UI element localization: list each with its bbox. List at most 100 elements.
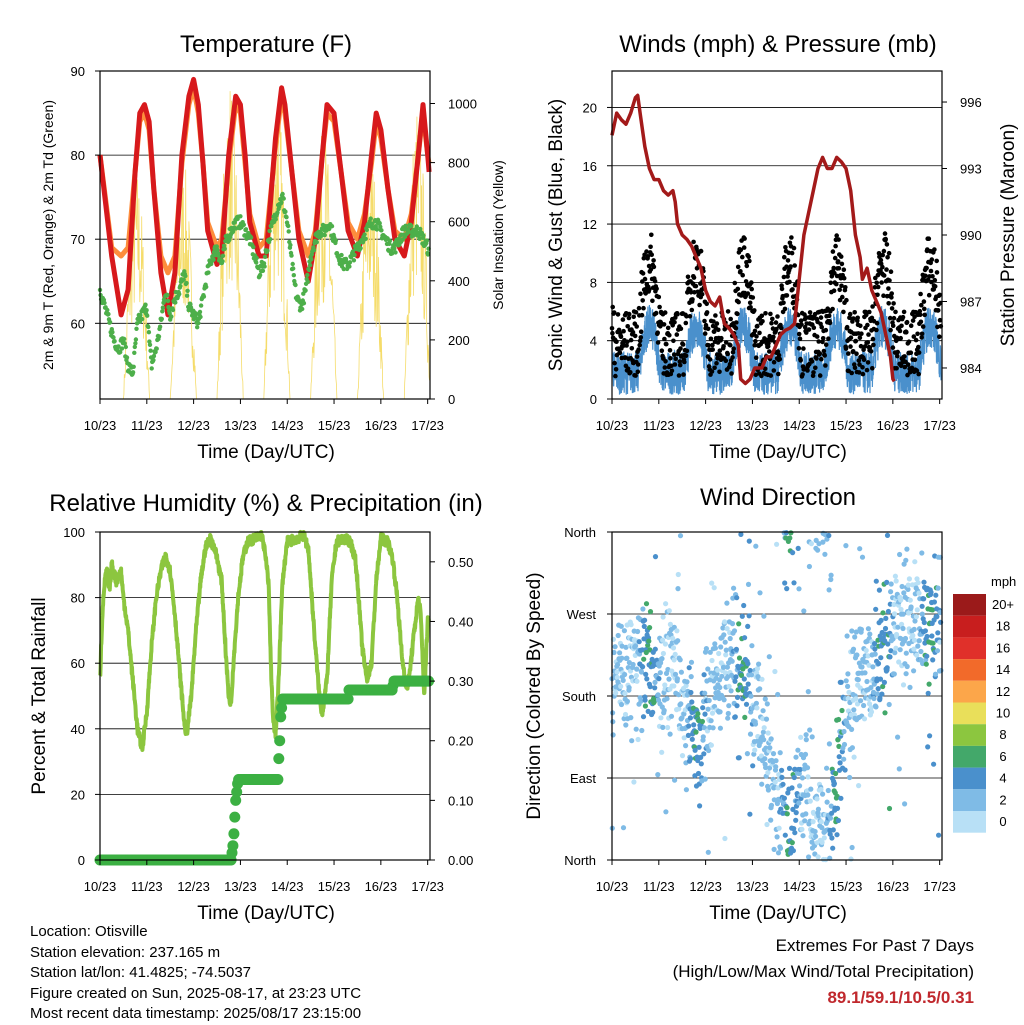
y-tick-label: 80 <box>71 591 85 606</box>
gust-point <box>672 320 677 325</box>
gust-point <box>626 311 632 317</box>
direction-point <box>796 770 802 777</box>
gust-point <box>688 290 694 295</box>
gust-point <box>642 276 648 282</box>
gust-point <box>640 271 646 276</box>
gust-point <box>889 306 895 311</box>
gust-point <box>904 330 909 335</box>
direction-point <box>622 711 629 718</box>
gust-point <box>840 294 845 300</box>
direction-point <box>668 713 675 719</box>
direction-point <box>688 674 694 680</box>
gust-point <box>776 371 781 377</box>
dewpoint-point <box>284 215 289 220</box>
dewpoint-point <box>352 252 357 258</box>
y2-tick-label: 0.30 <box>448 674 473 689</box>
dewpoint-point <box>257 272 263 278</box>
direction-point <box>875 686 881 692</box>
dewpoint-point <box>238 214 243 219</box>
temperature-plot-area <box>97 76 432 400</box>
gust-point <box>857 335 863 341</box>
direction-point <box>709 710 716 716</box>
gust-point <box>920 324 926 329</box>
dewpoint-point <box>424 238 430 243</box>
direction-point <box>815 854 821 860</box>
direction-point <box>639 727 645 734</box>
direction-point <box>670 635 676 642</box>
dewpoint-point <box>379 228 384 233</box>
direction-point <box>681 711 687 717</box>
direction-point <box>808 786 814 792</box>
dewpoint-point <box>351 258 357 263</box>
direction-point <box>635 736 641 743</box>
legend-label: 12 <box>996 684 1010 699</box>
direction-point <box>885 608 892 615</box>
direction-point <box>828 576 834 583</box>
direction-point <box>705 706 711 712</box>
legend-swatch <box>953 811 986 833</box>
gust-point <box>889 291 894 296</box>
direction-point <box>912 618 918 624</box>
gust-point <box>790 287 795 292</box>
precip-y2-ticks: 0.00 0.10 0.20 0.30 0.40 0.50 <box>430 555 473 868</box>
direction-point <box>715 667 721 673</box>
gust-point <box>779 286 785 292</box>
direction-point <box>884 532 891 539</box>
gust-point <box>657 304 662 310</box>
direction-point <box>773 764 779 770</box>
direction-point <box>787 535 793 541</box>
direction-point <box>912 559 918 565</box>
gust-point <box>882 231 888 236</box>
dewpoint-point <box>291 266 296 271</box>
direction-point <box>796 586 802 592</box>
y-tick-label: 20 <box>583 100 597 115</box>
direction-point <box>660 650 667 657</box>
direction-tick-label: South <box>562 689 596 704</box>
dewpoint-point <box>333 238 339 243</box>
direction-point <box>759 781 765 787</box>
direction-point <box>688 689 694 696</box>
direction-point <box>720 625 726 631</box>
direction-point <box>888 581 894 587</box>
x-tick-label: 14/23 <box>271 418 304 433</box>
gust-point <box>719 335 724 341</box>
gust-point <box>647 287 652 292</box>
legend-swatch <box>953 767 986 790</box>
gust-point <box>834 233 839 238</box>
direction-point <box>747 667 753 674</box>
gust-point <box>717 369 722 375</box>
dewpoint-point <box>362 232 367 237</box>
legend-label: 18 <box>996 619 1010 634</box>
direction-point <box>821 835 827 841</box>
direction-point <box>784 811 790 817</box>
direction-point <box>727 635 733 642</box>
direction-point <box>683 787 690 793</box>
gust-point <box>924 265 929 271</box>
direction-point <box>880 610 886 616</box>
dewpoint-point <box>196 320 201 326</box>
direction-point <box>647 609 654 615</box>
gust-point <box>644 249 649 254</box>
gust-point <box>909 365 915 371</box>
direction-point <box>777 750 783 756</box>
direction-point <box>753 700 760 706</box>
direction-point <box>845 683 851 690</box>
direction-point <box>667 731 673 737</box>
direction-point <box>775 850 782 856</box>
gust-point <box>914 368 920 373</box>
direction-point <box>812 828 818 835</box>
gust-point <box>714 361 719 366</box>
gust-point <box>777 356 783 362</box>
dewpoint-point <box>193 311 199 316</box>
y2-tick-label: 600 <box>448 215 470 230</box>
x-tick-label: 16/23 <box>365 418 398 433</box>
legend-swatch <box>953 745 986 768</box>
precip-point <box>342 693 354 705</box>
direction-point <box>873 606 879 612</box>
direction-point <box>913 614 920 620</box>
gust-point <box>929 257 935 262</box>
gust-point <box>841 275 847 281</box>
direction-point <box>681 735 687 741</box>
gust-point <box>891 301 896 306</box>
pressure-y2-ticks: 984 987 990 993 996 <box>942 95 982 376</box>
